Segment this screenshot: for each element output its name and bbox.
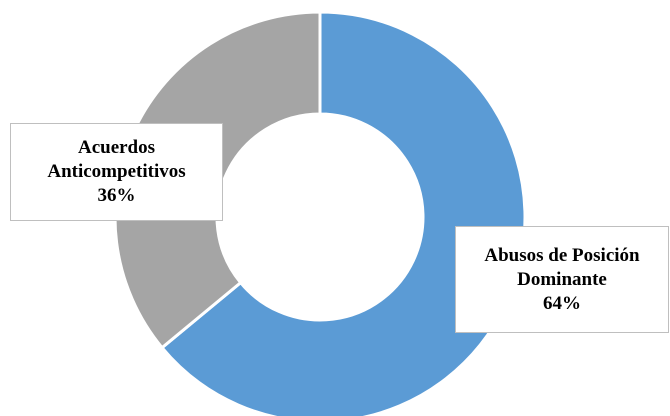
slice-label-abusos: Abusos de Posición Dominante 64% bbox=[455, 226, 669, 333]
slice-label-acuerdos-line-1: Acuerdos bbox=[77, 137, 156, 158]
slice-label-acuerdos: Acuerdos Anticompetitivos 36% bbox=[10, 123, 223, 221]
slice-label-abusos-line-2: Dominante bbox=[517, 268, 607, 290]
donut-slice-abusos bbox=[159, 10, 527, 416]
slice-label-abusos-line-1: Abusos de Posición bbox=[484, 244, 640, 266]
slice-label-acuerdos-line-2: Anticompetitivos bbox=[47, 161, 186, 182]
slice-label-abusos-percent: 64% bbox=[543, 292, 581, 314]
slice-label-acuerdos-percent: 36% bbox=[97, 185, 136, 206]
